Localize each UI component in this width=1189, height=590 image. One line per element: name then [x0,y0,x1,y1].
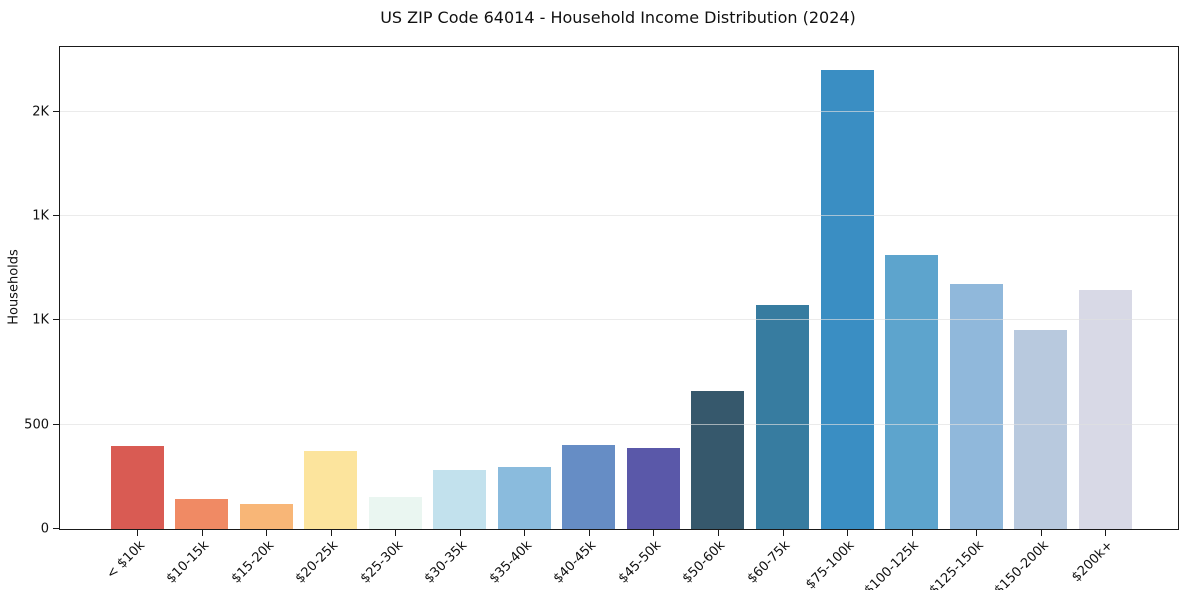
bar-20-25k [304,451,358,529]
y-tick-mark [53,528,59,529]
bar-10k [110,445,164,529]
bar-10-15k [175,498,229,529]
bar-200k [1078,290,1132,529]
y-tick-mark [53,423,59,425]
x-tick-label: $15-20k [228,538,277,587]
y-axis-label: Households [6,249,22,325]
x-tick-label: $25-30k [357,538,406,587]
x-tick-mark [137,530,138,536]
bar-45-50k [626,448,680,529]
gridline [60,110,1178,112]
x-tick-mark [911,530,913,536]
x-tick-label: $20-25k [292,538,342,587]
bar-150-200k [1014,329,1068,529]
bar-25-30k [368,497,422,529]
gridline [60,423,1178,425]
x-tick-mark [588,530,590,536]
y-tick-mark [53,110,59,112]
x-tick-mark [524,530,526,536]
y-tick-label: 1K [32,208,49,224]
y-tick-label: 2K [32,104,49,120]
bar-40-45k [562,444,616,529]
x-tick-label: $125-150k [926,538,987,590]
gridline [60,215,1178,217]
chart-title: US ZIP Code 64014 - Household Income Dis… [380,8,856,27]
bar-100-125k [885,254,939,529]
x-tick-label: $50-60k [680,538,729,587]
bar-15-20k [239,503,293,529]
x-tick-label: $30-35k [421,538,471,587]
x-tick-label: $60-75k [744,538,794,587]
x-tick-mark [395,530,397,536]
x-tick-mark [976,530,978,536]
x-tick-label: $100-125k [862,538,923,590]
x-tick-mark [459,530,461,536]
gridline [60,319,1178,321]
x-tick-mark [1040,530,1042,536]
bar-125-150k [949,284,1003,529]
x-tick-mark [847,530,849,536]
bar-75-100k [820,69,874,529]
x-tick-label: $200k+ [1068,538,1116,586]
y-tick-mark [53,215,59,217]
x-tick-mark [1105,530,1107,536]
bar-30-35k [433,469,487,529]
x-tick-label: $10-15k [163,538,213,587]
x-tick-label: $75-100k [803,538,858,590]
x-tick-label: $40-45k [550,538,600,587]
x-tick-mark [201,530,203,536]
y-tick-label: 500 [24,417,49,433]
x-tick-label: < $10k [103,538,148,583]
y-tick-mark [53,319,59,321]
x-tick-label: $45-50k [615,538,665,587]
x-tick-mark [717,530,719,536]
x-tick-mark [782,530,784,536]
x-tick-mark [266,530,268,536]
bar-50-60k [691,391,745,529]
bar-60-75k [756,305,809,529]
plot-area: < $10k $10-15k $15-20k $20-25k $25-30k $30-35… [24,46,1179,590]
y-tick-label: 1K [32,312,49,328]
x-tick-label: $35-40k [486,538,535,587]
x-tick-label: $150-200k [991,538,1052,590]
x-tick-mark [653,530,655,536]
x-tick-mark [330,530,332,536]
bar-35-40k [497,466,551,529]
y-tick-label: 0 [40,521,49,537]
